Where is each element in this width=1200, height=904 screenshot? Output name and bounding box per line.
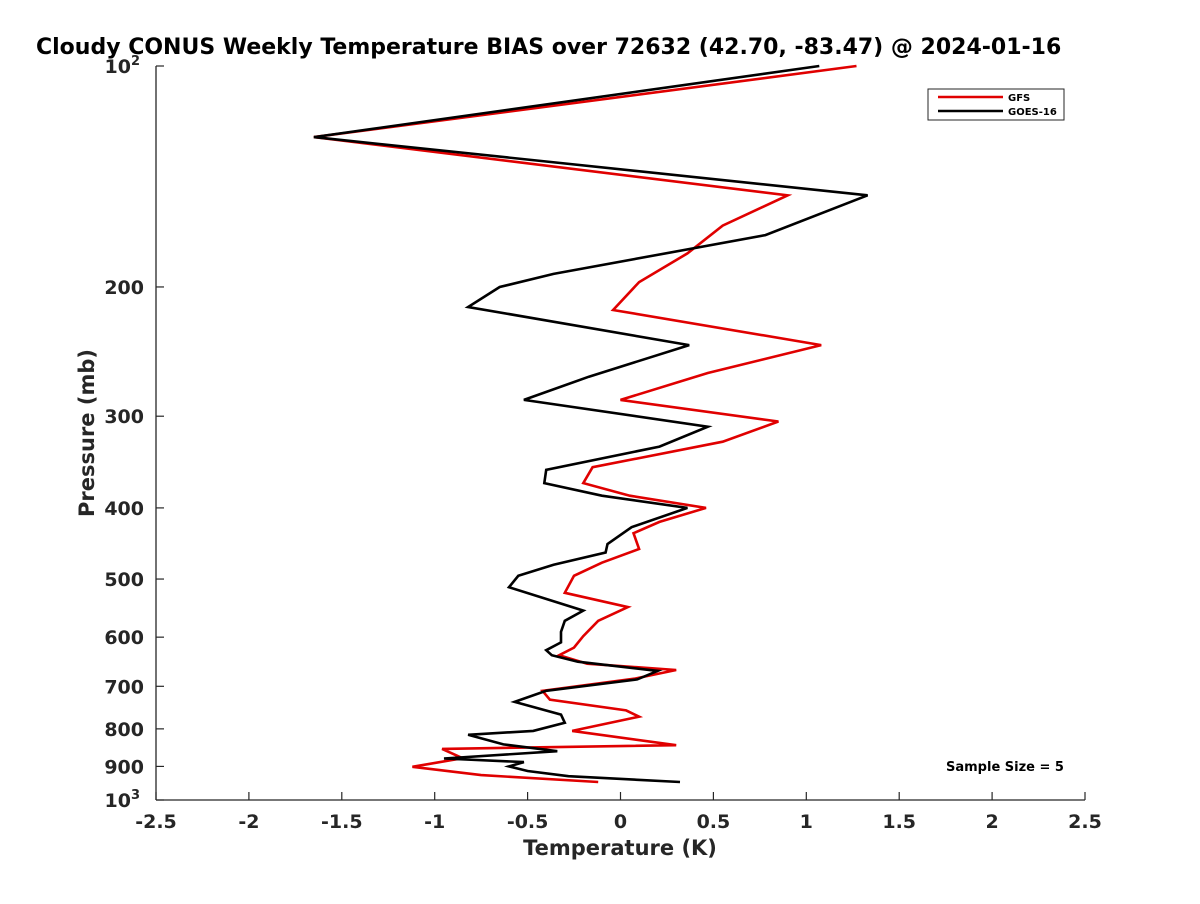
legend-goes16-label: GOES-16: [1008, 107, 1057, 118]
y-tick-exponent: 3: [131, 788, 140, 803]
x-axis-ticks: -2.5 -2 -1.5 -1 -0.5 0 0.5 1 1.5 2 2.5: [135, 792, 1102, 833]
chart-title: Cloudy CONUS Weekly Temperature BIAS ove…: [36, 35, 1061, 60]
x-tick-label: 0: [614, 811, 627, 833]
y-tick-exponent: 2: [131, 54, 140, 69]
legend: GFS GOES-16: [927, 88, 1065, 121]
y-tick-label: 600: [104, 627, 144, 649]
y-tick-label: 200: [104, 277, 144, 299]
x-tick-label: 2: [985, 811, 998, 833]
y-tick-label: 700: [104, 676, 144, 698]
series-line-gfs: [313, 64, 857, 784]
y-axis-label: Pressure (mb): [75, 349, 99, 517]
y-tick-label: 300: [104, 406, 144, 428]
legend-box: [927, 88, 1065, 121]
x-tick-label: -2: [238, 811, 259, 833]
x-axis-label: Temperature (K): [523, 836, 717, 860]
legend-gfs-label: GFS: [1008, 93, 1030, 104]
y-tick-label: 800: [104, 719, 144, 741]
y-tick-label: 10: [105, 790, 131, 812]
y-tick-label: 500: [104, 569, 144, 591]
x-tick-label: 0.5: [697, 811, 731, 833]
series-layer: [313, 64, 869, 784]
x-tick-label: 1.5: [882, 811, 916, 833]
x-tick-label: -1: [424, 811, 445, 833]
x-tick-label: -0.5: [507, 811, 549, 833]
x-tick-label: -2.5: [135, 811, 177, 833]
y-tick-label: 10: [105, 56, 131, 78]
x-tick-label: 1: [800, 811, 813, 833]
y-tick-label: 400: [104, 498, 144, 520]
x-tick-label: 2.5: [1068, 811, 1102, 833]
series-line-goes-16: [313, 64, 869, 784]
y-tick-label: 900: [104, 756, 144, 778]
x-tick-label: -1.5: [321, 811, 363, 833]
sample-size-annotation: Sample Size = 5: [946, 760, 1064, 775]
